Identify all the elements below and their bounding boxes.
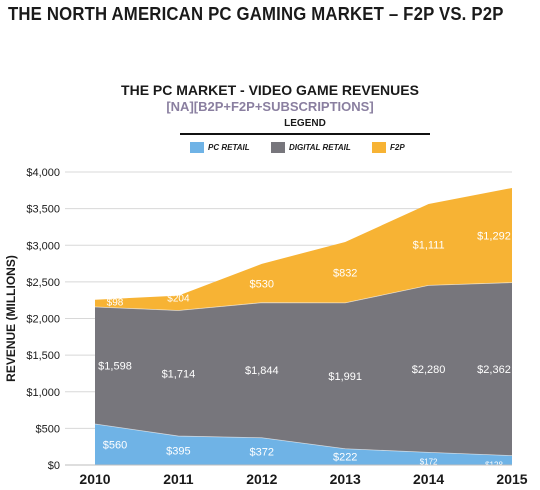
x-tick-label: 2012 bbox=[246, 471, 277, 487]
label-f2p: $98 bbox=[107, 298, 124, 309]
page-title: THE NORTH AMERICAN PC GAMING MARKET – F2… bbox=[8, 4, 504, 24]
legend-item-f2p: F2P bbox=[372, 141, 405, 153]
legend-item-pc-retail: PC RETAIL bbox=[190, 141, 250, 153]
x-tick-label: 2015 bbox=[496, 471, 527, 487]
label-f2p: $204 bbox=[167, 294, 190, 305]
chart-title: THE PC MARKET - VIDEO GAME REVENUES bbox=[121, 82, 419, 98]
label-digital-retail: $1,714 bbox=[162, 368, 196, 380]
label-digital-retail: $1,598 bbox=[98, 360, 132, 372]
legend-swatch-f2p bbox=[372, 141, 386, 153]
label-digital-retail: $2,362 bbox=[477, 364, 511, 376]
label-f2p: $1,292 bbox=[477, 230, 511, 242]
label-pc-retail: $560 bbox=[103, 439, 127, 451]
y-tick-label: $0 bbox=[48, 460, 60, 472]
legend-swatch-pc-retail bbox=[190, 141, 204, 153]
label-pc-retail: $172 bbox=[420, 457, 438, 466]
y-tick-label: $1,500 bbox=[26, 350, 60, 362]
label-digital-retail: $2,280 bbox=[412, 364, 446, 376]
label-f2p: $530 bbox=[250, 278, 274, 290]
legend-label-pc-retail: PC RETAIL bbox=[208, 142, 250, 152]
y-tick-label: $500 bbox=[36, 423, 60, 435]
x-tick-label: 2011 bbox=[163, 471, 194, 487]
legend-label-digital-retail: DIGITAL RETAIL bbox=[289, 142, 351, 152]
area-f2p bbox=[95, 187, 512, 311]
x-tick-label: 2013 bbox=[330, 471, 361, 487]
legend-divider bbox=[180, 133, 430, 135]
legend-item-digital-retail: DIGITAL RETAIL bbox=[271, 141, 351, 153]
area-digital-retail bbox=[95, 282, 512, 456]
y-tick-label: $3,500 bbox=[26, 204, 60, 216]
layer-boundary bbox=[94, 423, 513, 457]
chart-subtitle: [NA][B2P+F2P+SUBSCRIPTIONS] bbox=[166, 99, 374, 114]
area-pc-retail bbox=[95, 423, 512, 465]
legend-label-f2p: F2P bbox=[390, 142, 405, 152]
x-tick-label: 2010 bbox=[79, 471, 110, 487]
label-f2p: $832 bbox=[333, 267, 357, 279]
y-axis-label: REVENUE (MILLIONS) bbox=[4, 255, 18, 382]
y-tick-label: $4,000 bbox=[26, 167, 60, 179]
y-tick-label: $2,500 bbox=[26, 277, 60, 289]
label-digital-retail: $1,991 bbox=[328, 371, 362, 383]
legend-swatch-digital-retail bbox=[271, 141, 285, 153]
x-tick-label: 2014 bbox=[413, 471, 444, 487]
label-pc-retail: $395 bbox=[166, 446, 190, 458]
label-f2p: $1,111 bbox=[413, 240, 445, 252]
y-tick-label: $1,000 bbox=[26, 387, 60, 399]
label-digital-retail: $1,844 bbox=[245, 365, 279, 377]
y-tick-label: $3,000 bbox=[26, 240, 60, 252]
y-tick-label: $2,000 bbox=[26, 314, 60, 326]
legend-title: LEGEND bbox=[284, 118, 326, 129]
label-pc-retail: $222 bbox=[333, 452, 357, 464]
label-pc-retail: $372 bbox=[250, 446, 274, 458]
layer-boundary bbox=[94, 282, 513, 311]
